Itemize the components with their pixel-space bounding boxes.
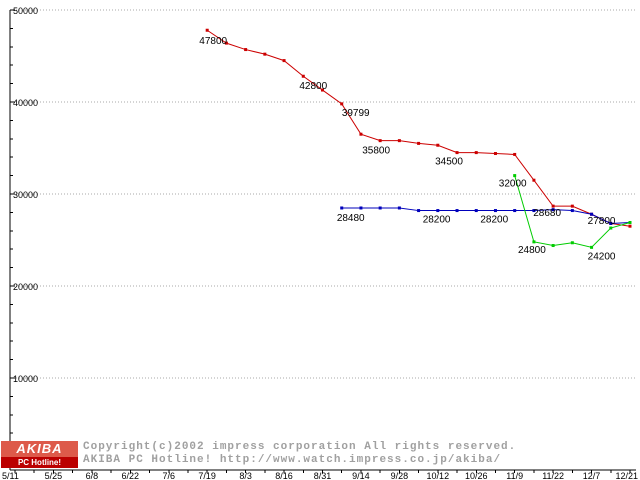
- data-point-green: [570, 241, 574, 245]
- data-point-red: [301, 74, 305, 78]
- x-tick-label: 12/7: [583, 471, 601, 480]
- data-point-red: [532, 178, 536, 182]
- value-label: 35800: [362, 146, 390, 157]
- series-line-red: [206, 29, 631, 227]
- site-url-line: AKIBA PC Hotline! http://www.watch.impre…: [83, 454, 502, 466]
- data-point-red: [359, 132, 363, 136]
- data-point-blue: [570, 209, 574, 213]
- data-point-green: [532, 240, 536, 244]
- data-point-red: [570, 204, 574, 208]
- value-label: 27800: [588, 216, 616, 227]
- x-tick-label: 8/31: [314, 471, 332, 480]
- data-point-red: [436, 143, 440, 147]
- footer: AKIBA PC Hotline! Copyright(c)2002 impre…: [1, 441, 516, 468]
- data-point-blue: [397, 206, 401, 210]
- data-point-blue: [551, 208, 555, 212]
- x-tick-label: 11/22: [542, 471, 564, 480]
- data-point-blue: [609, 221, 613, 225]
- data-point-red: [282, 59, 286, 63]
- data-point-green: [628, 221, 632, 225]
- x-tick-label: 7/6: [162, 471, 175, 480]
- x-tick-label: 6/22: [122, 471, 140, 480]
- value-label: 28200: [423, 215, 451, 226]
- data-point-red: [321, 88, 324, 92]
- value-label: 28200: [480, 215, 508, 226]
- data-point-blue: [340, 206, 344, 210]
- data-point-blue: [493, 209, 497, 213]
- value-label: 28480: [337, 213, 365, 224]
- data-point-red: [263, 52, 267, 56]
- value-label: 24800: [518, 245, 546, 256]
- akiba-logo-bottom: PC Hotline!: [1, 457, 78, 468]
- data-point-red: [455, 151, 459, 155]
- data-point-red: [474, 151, 478, 155]
- value-label: 24200: [588, 251, 616, 262]
- data-point-red: [340, 102, 344, 106]
- data-point-red: [628, 224, 632, 228]
- series-line-blue: [341, 207, 631, 224]
- y-tick-label: 30000: [13, 190, 38, 200]
- data-point-green: [590, 245, 594, 249]
- data-point-red: [244, 48, 248, 52]
- data-point-red: [513, 152, 517, 156]
- akiba-logo-top: AKIBA: [1, 441, 78, 457]
- x-tick-label: 7/19: [198, 471, 216, 480]
- data-point-red: [378, 139, 382, 143]
- x-tick-label: 9/28: [391, 471, 409, 480]
- data-point-blue: [436, 209, 440, 213]
- x-tick-label: 8/16: [275, 471, 293, 480]
- data-point-red: [551, 204, 555, 208]
- data-point-red: [205, 28, 209, 32]
- data-point-red: [493, 152, 497, 156]
- data-point-blue: [532, 209, 536, 213]
- data-point-blue: [590, 212, 594, 216]
- x-tick-label: 10/12: [427, 471, 450, 480]
- data-point-red: [417, 141, 421, 145]
- y-tick-label: 20000: [13, 282, 38, 292]
- value-label: 39799: [342, 108, 370, 119]
- data-point-red: [397, 139, 401, 143]
- data-point-blue: [378, 206, 382, 210]
- data-point-blue: [417, 209, 421, 213]
- x-tick-label: 10/26: [465, 471, 488, 480]
- x-tick-label: 5/25: [45, 471, 63, 480]
- y-tick-label: 10000: [13, 374, 38, 384]
- copyright-block: Copyright(c)2002 impress corporation All…: [83, 441, 516, 467]
- value-label: 47800: [199, 36, 227, 47]
- data-point-green: [513, 174, 517, 178]
- x-tick-label: 8/3: [239, 471, 252, 480]
- x-tick-label: 11/9: [506, 471, 523, 480]
- y-tick-label: 40000: [13, 98, 38, 108]
- value-label: 34500: [435, 157, 463, 168]
- data-point-green: [551, 244, 555, 248]
- value-label: 28680: [533, 208, 561, 219]
- akiba-logo: AKIBA PC Hotline!: [1, 441, 78, 468]
- data-point-green: [609, 226, 613, 230]
- value-label: 42800: [299, 81, 327, 92]
- data-point-blue: [513, 209, 517, 213]
- value-label: 32000: [499, 179, 527, 190]
- data-point-blue: [474, 209, 478, 213]
- x-tick-label: 9/14: [352, 471, 370, 480]
- data-point-blue: [359, 206, 363, 210]
- data-point-red: [224, 41, 228, 45]
- x-tick-label: 5/11: [2, 471, 19, 480]
- data-point-blue: [455, 209, 459, 213]
- copyright-line: Copyright(c)2002 impress corporation All…: [83, 441, 517, 453]
- x-tick-label: 6/8: [86, 471, 99, 480]
- x-tick-label: 12/21: [615, 471, 638, 480]
- y-tick-label: 50000: [13, 6, 38, 16]
